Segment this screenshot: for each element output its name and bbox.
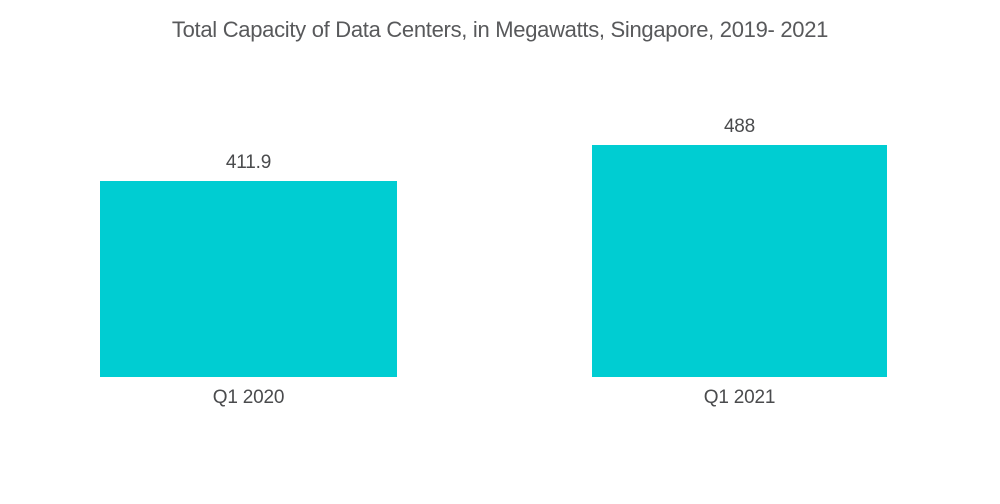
category-label: Q1 2020 <box>212 387 285 408</box>
bar-value-label: 488 <box>723 116 756 137</box>
bar-value-label: 411.9 <box>225 152 272 173</box>
category-label: Q1 2021 <box>703 387 776 408</box>
bar: 488 Q1 2021 <box>592 116 887 408</box>
bar: 411.9 Q1 2020 <box>100 152 397 408</box>
chart-title: Total Capacity of Data Centers, in Megaw… <box>171 17 829 42</box>
